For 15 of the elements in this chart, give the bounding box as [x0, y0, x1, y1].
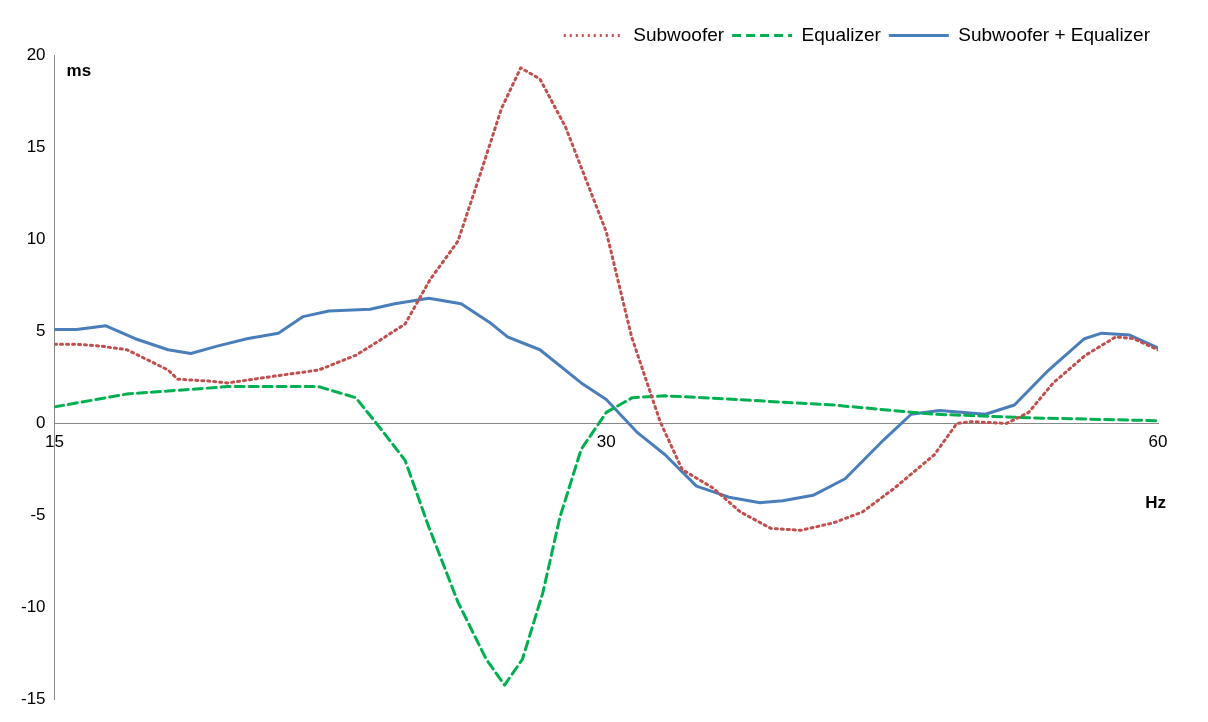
y-tick-label: 15	[26, 136, 46, 156]
y-tick-label: -15	[20, 689, 46, 709]
y-tick-label: -5	[30, 505, 46, 525]
x-tick-label: 60	[1148, 432, 1168, 452]
y-tick-label: -10	[20, 597, 46, 617]
y-tick-label: 20	[26, 44, 46, 64]
y-tick-label: 10	[26, 228, 46, 248]
x-tick-label: 30	[596, 432, 616, 452]
legend-label: Subwoofer	[633, 23, 725, 45]
legend-label: Subwoofer + Equalizer	[958, 23, 1151, 45]
y-tick-label: 0	[36, 413, 46, 433]
y-tick-label: 5	[36, 321, 46, 341]
legend-label: Equalizer	[801, 23, 882, 45]
y-axis-title: ms	[66, 61, 92, 81]
x-axis-title: Hz	[1145, 493, 1166, 513]
